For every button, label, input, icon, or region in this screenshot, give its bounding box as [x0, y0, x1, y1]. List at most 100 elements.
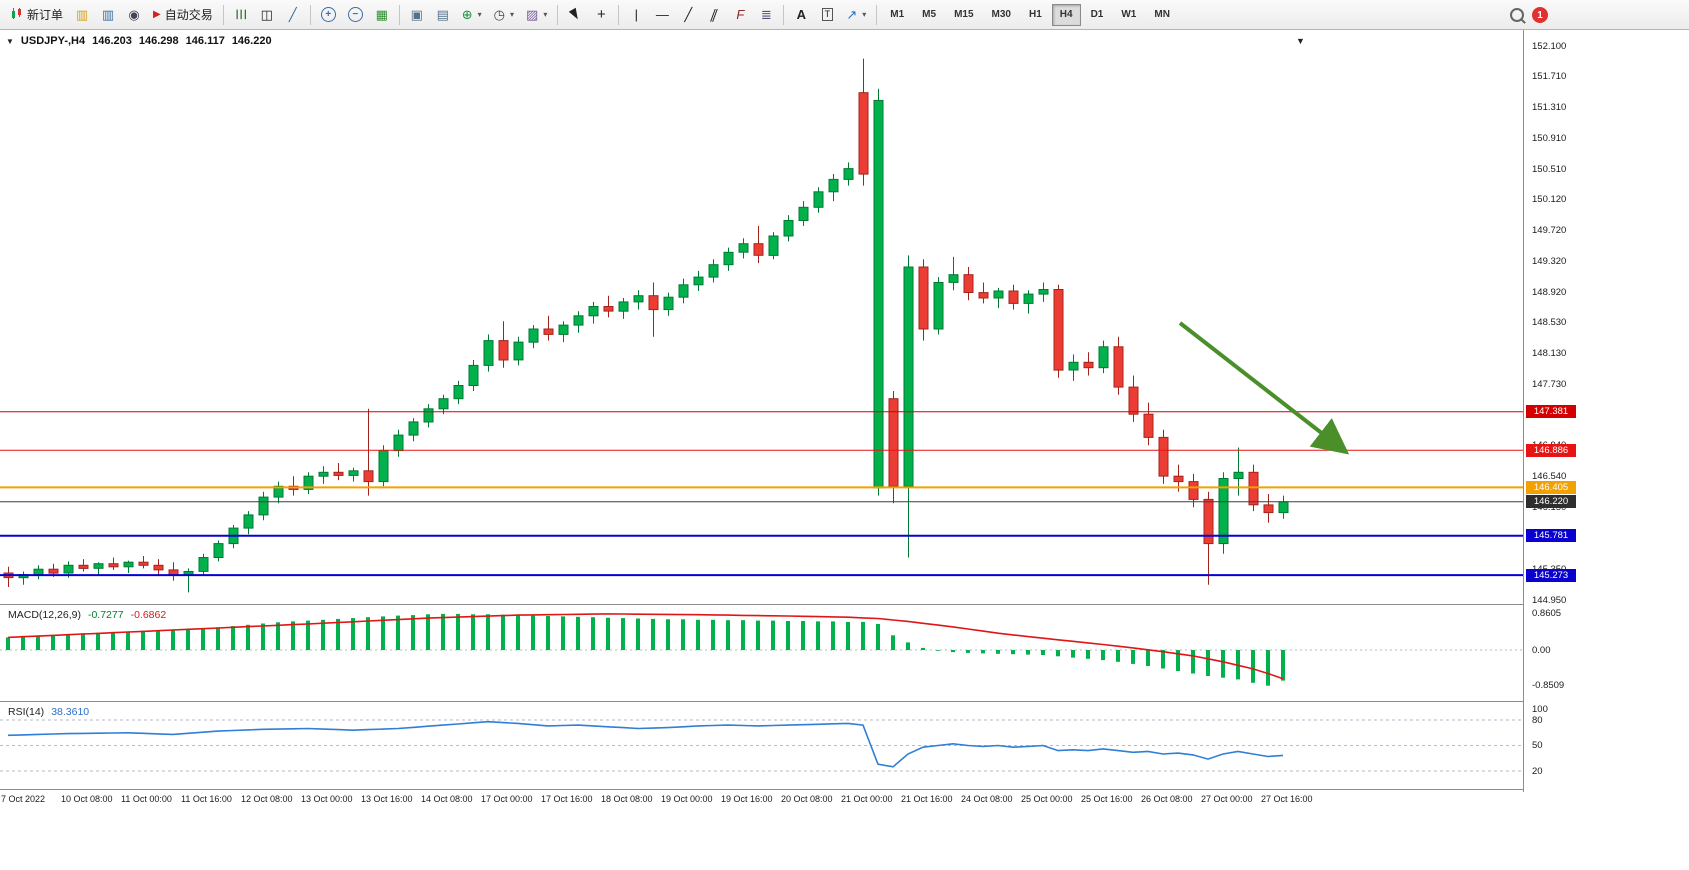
candlestick-chart-icon: ◫ — [260, 7, 273, 22]
macd-panel[interactable] — [0, 606, 1523, 701]
tile-windows-button[interactable]: ▦ — [370, 3, 394, 27]
line-chart-button[interactable]: ╱ — [281, 3, 305, 27]
indicators-button[interactable]: ⊕ ▾ — [457, 3, 487, 27]
toolbar-separator — [876, 4, 878, 25]
time-label: 26 Oct 08:00 — [1141, 794, 1193, 804]
time-label: 20 Oct 08:00 — [781, 794, 833, 804]
price-tick: 151.310 — [1532, 101, 1567, 113]
dropdown-arrow-icon: ▾ — [862, 10, 867, 19]
time-label: 21 Oct 16:00 — [901, 794, 953, 804]
rsi-label: RSI(14) — [8, 706, 45, 718]
vertical-line-icon: | — [634, 7, 639, 22]
text-label-icon: T — [821, 8, 834, 21]
time-label: 12 Oct 08:00 — [241, 794, 293, 804]
rsi-axis-label: 50 — [1532, 740, 1543, 751]
search-icon[interactable] — [1510, 8, 1524, 22]
horizontal-line-button[interactable]: — — [650, 3, 674, 27]
ohlc-low: 146.117 — [185, 35, 225, 47]
zoom-out-button[interactable]: − — [343, 3, 368, 27]
arrange-windows-button[interactable]: ▣ — [405, 3, 429, 27]
time-axis[interactable]: 7 Oct 2022 10 Oct 08:00 11 Oct 00:00 11 Oct… — [0, 792, 1523, 810]
trend-arrow[interactable] — [1178, 321, 1350, 455]
symbol-period-label: USDJPY-,H4 — [20, 35, 86, 47]
chart-header: ▼ USDJPY-,H4 146.203 146.298 146.117 146… — [6, 35, 272, 47]
ohlc-high: 146.298 — [138, 35, 179, 47]
rsi-axis-label: 100 — [1532, 704, 1548, 715]
text-tool-button[interactable]: A — [789, 3, 813, 27]
timeframe-button-m5[interactable]: M5 — [914, 4, 944, 26]
time-label: 17 Oct 00:00 — [481, 794, 533, 804]
time-label: 19 Oct 16:00 — [721, 794, 773, 804]
timeframe-button-w1[interactable]: W1 — [1113, 4, 1144, 26]
timeframe-button-d1[interactable]: D1 — [1083, 4, 1112, 26]
fibonacci-button[interactable]: F — [728, 3, 752, 27]
timeframe-button-h1[interactable]: H1 — [1021, 4, 1050, 26]
channel-button[interactable]: ∥ — [702, 3, 726, 27]
main-price-chart[interactable] — [0, 33, 1523, 604]
time-label: 24 Oct 08:00 — [961, 794, 1013, 804]
chart-shift-marker[interactable]: ▼ — [1296, 36, 1305, 46]
line-chart-icon: ╱ — [288, 7, 297, 22]
rsi-line — [7, 720, 1284, 768]
new-chart-button[interactable]: ▥ — [70, 3, 94, 27]
timeframe-button-m15[interactable]: M15 — [946, 4, 981, 26]
templates-button[interactable]: ▨ ▾ — [521, 3, 552, 27]
dropdown-arrow-icon: ▾ — [543, 10, 548, 19]
macd-signal-value: -0.6862 — [130, 609, 167, 621]
time-label: 21 Oct 00:00 — [841, 794, 893, 804]
cursor-button[interactable] — [563, 3, 587, 27]
toolbar-separator — [618, 4, 620, 25]
price-tick: 148.920 — [1532, 287, 1567, 299]
macd-axis-label: -0.8509 — [1532, 680, 1565, 692]
trendline-button[interactable]: ╱ — [676, 3, 700, 27]
panel-divider-macd[interactable] — [0, 604, 1689, 605]
rsi-axis-label: 20 — [1532, 765, 1543, 777]
price-badge-146.405: 146.405 — [1526, 480, 1576, 494]
new-order-button[interactable]: 新订单 — [5, 3, 68, 27]
candlestick-chart-button[interactable]: ◫ — [255, 3, 279, 27]
market-watch-button[interactable]: ▥ — [96, 3, 120, 27]
price-badge-145.273: 145.273 — [1526, 568, 1576, 582]
text-label-button[interactable]: T — [815, 3, 839, 27]
zoom-in-button[interactable]: + — [316, 3, 341, 27]
time-label: 25 Oct 00:00 — [1021, 794, 1073, 804]
one-click-collapse-icon[interactable]: ▼ — [6, 36, 14, 46]
trendline-icon: ╱ — [684, 7, 693, 22]
new-chart-icon: ▥ — [75, 7, 89, 22]
panel-divider-timeaxis[interactable] — [0, 789, 1689, 790]
price-tick: 151.710 — [1532, 70, 1567, 82]
toolbar-separator — [557, 4, 559, 25]
fibonacci-icon: F — [736, 7, 745, 22]
data-window-button[interactable]: ◉ — [122, 3, 146, 27]
periods-button[interactable]: ◷ ▾ — [489, 3, 519, 27]
crosshair-icon: + — [596, 6, 606, 23]
timeframe-button-m1[interactable]: M1 — [882, 4, 912, 26]
cascade-windows-button[interactable]: ▤ — [431, 3, 455, 27]
horizontal-line-icon: — — [655, 7, 669, 22]
arrange-windows-icon: ▣ — [410, 7, 423, 22]
macd-axis-label: 0.8605 — [1532, 608, 1562, 620]
autotrading-button[interactable]: ▶ 自动交易 — [148, 3, 218, 27]
crosshair-button[interactable]: + — [589, 3, 613, 27]
rsi-panel[interactable] — [0, 703, 1523, 788]
ohlc-open: 146.203 — [92, 35, 132, 47]
market-watch-icon: ▥ — [101, 7, 115, 22]
notification-badge[interactable]: 1 — [1532, 7, 1548, 23]
grid-tool-button[interactable]: ≣ — [754, 3, 778, 27]
panel-divider-rsi[interactable] — [0, 701, 1689, 702]
macd-histogram — [6, 613, 1285, 686]
time-label: 19 Oct 00:00 — [661, 794, 713, 804]
timeframe-button-mn[interactable]: MN — [1146, 4, 1178, 26]
timeframe-button-h4[interactable]: H4 — [1051, 3, 1081, 26]
bar-chart-icon: ☰ — [233, 8, 249, 21]
time-label: 11 Oct 16:00 — [181, 794, 232, 804]
price-axis[interactable]: 152.100 151.710 151.310 150.910 150.510 150.1… — [1523, 30, 1689, 792]
channel-icon: ∥ — [708, 7, 721, 22]
timeframe-button-m30[interactable]: M30 — [984, 4, 1019, 26]
toolbar-separator — [783, 4, 785, 25]
bar-chart-button[interactable]: ☰ — [229, 3, 253, 27]
arrows-tool-button[interactable]: ↗ ▾ — [841, 3, 871, 27]
rsi-value: 38.3610 — [51, 706, 90, 718]
vertical-line-button[interactable]: | — [624, 3, 648, 27]
